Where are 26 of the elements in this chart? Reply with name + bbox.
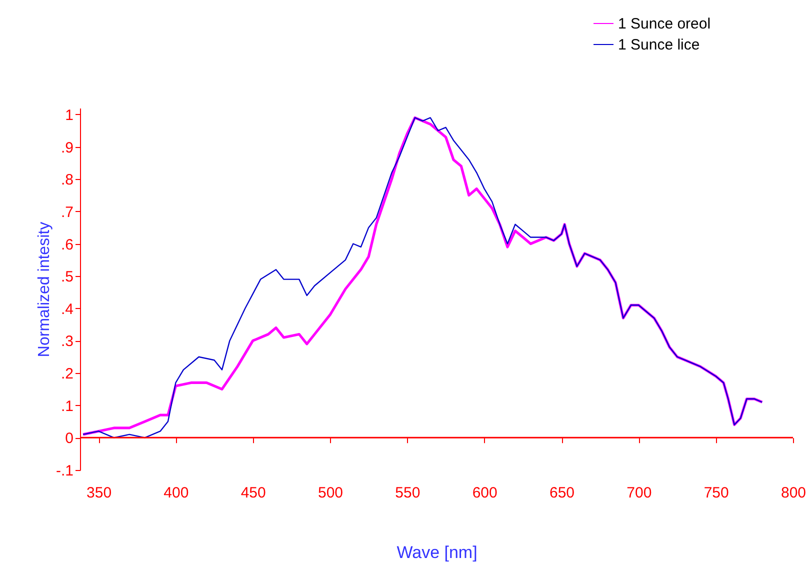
y-tick-label: .1 [60,398,74,415]
x-tick-label: 750 [704,484,729,502]
y-tick-label: .3 [60,333,74,350]
y-tick-label: .9 [60,139,74,156]
y-tick-label: .4 [60,300,74,318]
x-tick-label: 550 [395,484,420,502]
y-tick-label: .2 [60,366,74,383]
x-tick-label: 600 [472,484,498,502]
y-tick-label: .6 [60,236,74,254]
legend-label: 1 Sunce lice [618,36,700,54]
x-tick-label: 800 [780,484,806,502]
y-axis-title: Normalized intesity [36,222,53,358]
y-tick-label: .7 [60,204,74,221]
y-tick-label: .5 [60,268,74,286]
x-tick-label: 700 [626,484,652,502]
x-tick-label: 500 [318,484,344,502]
y-tick-label: .8 [60,172,74,189]
x-axis-title: Wave [nm] [396,542,478,562]
x-tick-label: 450 [240,484,266,502]
legend-label: 1 Sunce oreol [618,16,711,32]
y-tick-label: 0 [65,430,74,448]
y-tick-label: -.1 [56,462,74,480]
y-tick-label: 1 [65,106,74,124]
x-tick-label: 350 [86,484,112,502]
x-tick-label: 650 [549,484,575,502]
x-tick-label: 400 [164,484,189,502]
